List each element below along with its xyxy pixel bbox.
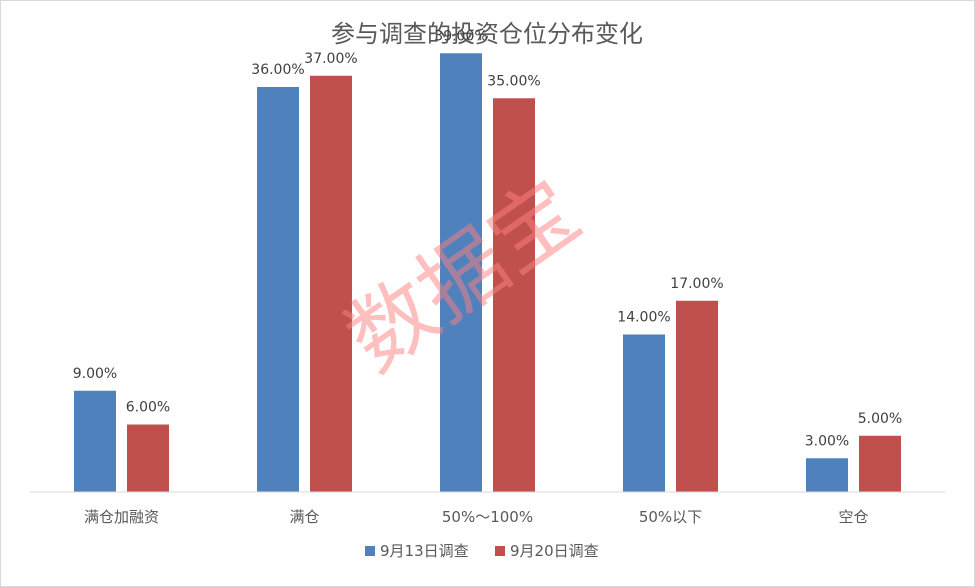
legend: 9月13日调查 9月20日调查	[365, 542, 599, 560]
x-tick-labels-group: 满仓加融资 满仓 50%～100% 50%以下 空仓	[84, 508, 869, 526]
data-label-1-2: 35.00%	[487, 73, 540, 89]
chart-title: 参与调查的投资仓位分布变化	[331, 20, 643, 48]
x-tick-label-4: 空仓	[838, 508, 868, 526]
bar-0-2	[440, 53, 482, 492]
x-tick-label-0: 满仓加融资	[84, 508, 159, 526]
bars-group	[74, 53, 901, 492]
bar-0-4	[806, 458, 848, 492]
legend-label-1: 9月20日调查	[510, 542, 599, 560]
data-label-0-0: 9.00%	[73, 366, 117, 382]
data-label-0-4: 3.00%	[805, 433, 849, 449]
data-label-1-1: 37.00%	[304, 51, 357, 67]
bar-0-3	[623, 334, 665, 492]
x-tick-label-2: 50%～100%	[442, 508, 533, 526]
x-tick-label-3: 50%以下	[639, 508, 702, 526]
bar-1-4	[859, 435, 901, 492]
data-label-0-3: 14.00%	[617, 310, 670, 326]
data-label-1-3: 17.00%	[670, 276, 723, 292]
bar-1-2	[493, 98, 535, 492]
data-label-1-4: 5.00%	[858, 411, 902, 427]
bar-0-1	[257, 87, 299, 492]
bar-1-0	[127, 424, 169, 492]
data-label-1-0: 6.00%	[126, 400, 170, 416]
legend-swatch-0	[365, 546, 375, 556]
data-label-0-1: 36.00%	[251, 62, 304, 78]
bar-1-1	[310, 75, 352, 492]
x-tick-label-1: 满仓	[289, 508, 319, 526]
bar-1-3	[676, 300, 718, 492]
legend-swatch-1	[495, 546, 505, 556]
bar-0-0	[74, 390, 116, 492]
data-label-0-2: 39.00%	[434, 28, 487, 44]
legend-label-0: 9月13日调查	[380, 542, 469, 560]
data-labels-group: 9.00% 6.00% 36.00%37.00% 39.00% 35.00% 14.00%…	[73, 28, 902, 449]
